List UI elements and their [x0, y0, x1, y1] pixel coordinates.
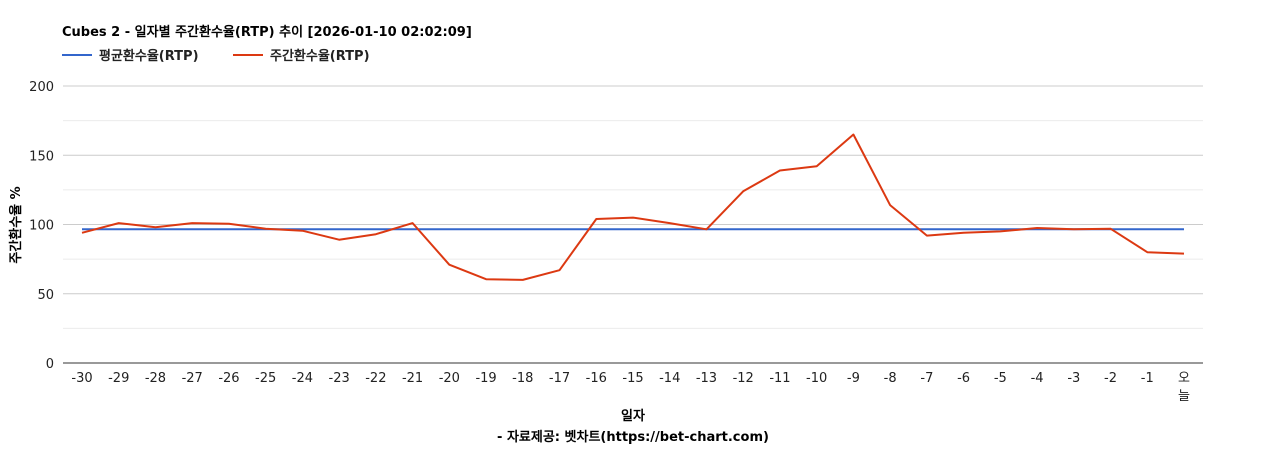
x-tick-label: -1 [1141, 371, 1154, 386]
x-tick-label: -2 [1104, 371, 1117, 386]
x-tick-label: -10 [806, 371, 827, 386]
x-tick-label: -9 [847, 371, 860, 386]
y-tick-label: 200 [29, 80, 54, 95]
x-tick-label: -25 [255, 371, 276, 386]
gridlines [63, 85, 1203, 329]
x-tick-label: -23 [329, 371, 350, 386]
x-tick-label: -14 [659, 371, 680, 386]
y-tick-label: 100 [29, 219, 54, 234]
x-tick-label: -27 [182, 371, 203, 386]
x-tick-label: -4 [1031, 371, 1044, 386]
x-tick-label: -20 [439, 371, 460, 386]
legend-label-weekly: 주간환수율(RTP) [270, 48, 370, 64]
legend: 평균환수율(RTP) 주간환수율(RTP) [62, 48, 370, 64]
x-tick-label: -16 [586, 371, 607, 386]
x-tick-label: -19 [475, 371, 496, 386]
x-tick-label: -15 [622, 371, 643, 386]
x-tick-label: -29 [108, 371, 129, 386]
x-tick-label: -6 [957, 371, 970, 386]
x-tick-label: -11 [769, 371, 790, 386]
y-axis-label: 주간환수율 % [8, 186, 24, 263]
legend-label-average: 평균환수율(RTP) [99, 48, 199, 64]
x-axis-ticks: -30 -29 -28 -27 -26 -25 -24 -23 -22 -21 -20 -19 -18 -… [71, 371, 1190, 404]
x-tick-label: -7 [920, 371, 933, 386]
y-tick-label: 0 [46, 357, 54, 372]
x-tick-label: -22 [365, 371, 386, 386]
x-tick-label: -12 [733, 371, 754, 386]
x-tick-label: -3 [1067, 371, 1080, 386]
x-tick-label: -28 [145, 371, 166, 386]
x-tick-label: -13 [696, 371, 717, 386]
x-tick-label: -18 [512, 371, 533, 386]
x-tick-label: -8 [884, 371, 897, 386]
x-axis-label: 일자 [621, 409, 645, 424]
x-tick-label: -21 [402, 371, 423, 386]
x-tick-label: -30 [71, 371, 92, 386]
y-tick-label: 150 [29, 149, 54, 164]
x-tick-label: -26 [218, 371, 239, 386]
source-note: - 자료제공: 벳차트(https://bet-chart.com) [497, 429, 769, 445]
x-tick-label: -5 [994, 371, 1007, 386]
x-tick-label: -24 [292, 371, 313, 386]
series-lines [81, 133, 1185, 281]
y-axis-ticks: 0 50 100 150 200 [29, 80, 54, 372]
x-tick-label: -17 [549, 371, 570, 386]
chart-title: Cubes 2 - 일자별 주간환수율(RTP) 추이 [2026-01-10 … [62, 24, 472, 40]
weekly-rtp-line [81, 133, 1185, 281]
y-tick-label: 50 [37, 288, 54, 303]
